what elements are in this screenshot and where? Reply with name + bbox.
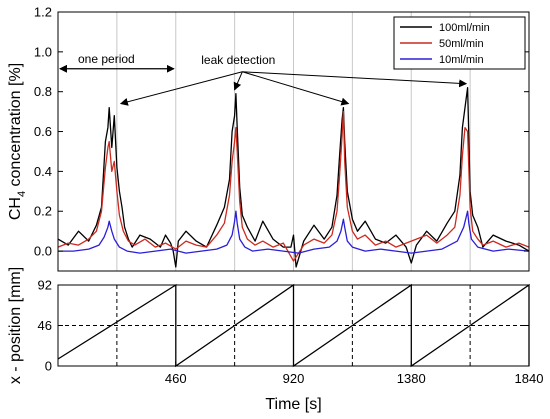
dashed-reference-lines [58,285,529,366]
leak-arrow [233,71,243,91]
period-label: one period [78,52,135,66]
y-tick-label: 92 [38,278,52,293]
series-group [57,87,530,268]
y-axis-title: x - position [mm] [7,267,24,384]
y-axis-title-subscript: 4 [16,191,28,197]
leak-arrow [242,71,468,88]
concentration-chart: 0.0 0.2 0.4 0.6 0.8 1.0 1.2 one period leak de… [7,5,530,272]
legend-label: 50ml/min [439,38,484,50]
x-axis-title: Time [s] [265,396,321,413]
y-tick-label: 46 [38,318,52,333]
plot-frame [57,11,530,272]
legend-label: 100ml/min [439,22,490,34]
y-ticks: 0.0 0.2 0.4 0.6 0.8 1.0 1.2 [34,5,529,259]
leak-detection-label: leak detection [201,53,275,67]
x-tick-label: 1380 [397,371,426,386]
y-tick-label: 0.8 [34,84,52,99]
y-tick-label: 0.4 [34,164,52,179]
position-chart: 0 46 92 460 920 1380 1840 x - position [mm] T… [7,267,543,413]
y-ticks: 0 46 92 [38,278,529,374]
y-tick-label: 1.2 [34,5,52,20]
y-tick-label: 0.2 [34,204,52,219]
y-axis-title-main: CH [7,197,24,220]
x-ticks: 460 920 1380 1840 [165,361,544,386]
leak-arrow [119,71,243,106]
y-tick-label: 0.0 [34,244,52,259]
y-axis-title: CH4 concentration [%] [7,63,28,220]
legend-label: 10ml/min [439,54,484,66]
x-tick-label: 1840 [515,371,544,386]
leak-arrow [242,71,350,106]
legend: 100ml/min 50ml/min 10ml/min [393,16,526,70]
y-axis-title-rest: concentration [%] [7,63,24,191]
annotations: one period leak detection [59,52,468,106]
y-tick-label: 1.0 [34,44,52,59]
series-line-1 [57,110,530,262]
series-line-2 [58,210,530,254]
y-tick-label: 0 [45,359,52,374]
y-tick-label: 0.6 [34,124,52,139]
series-line-0 [57,87,530,268]
x-tick-label: 460 [165,371,187,386]
x-tick-label: 920 [283,371,305,386]
